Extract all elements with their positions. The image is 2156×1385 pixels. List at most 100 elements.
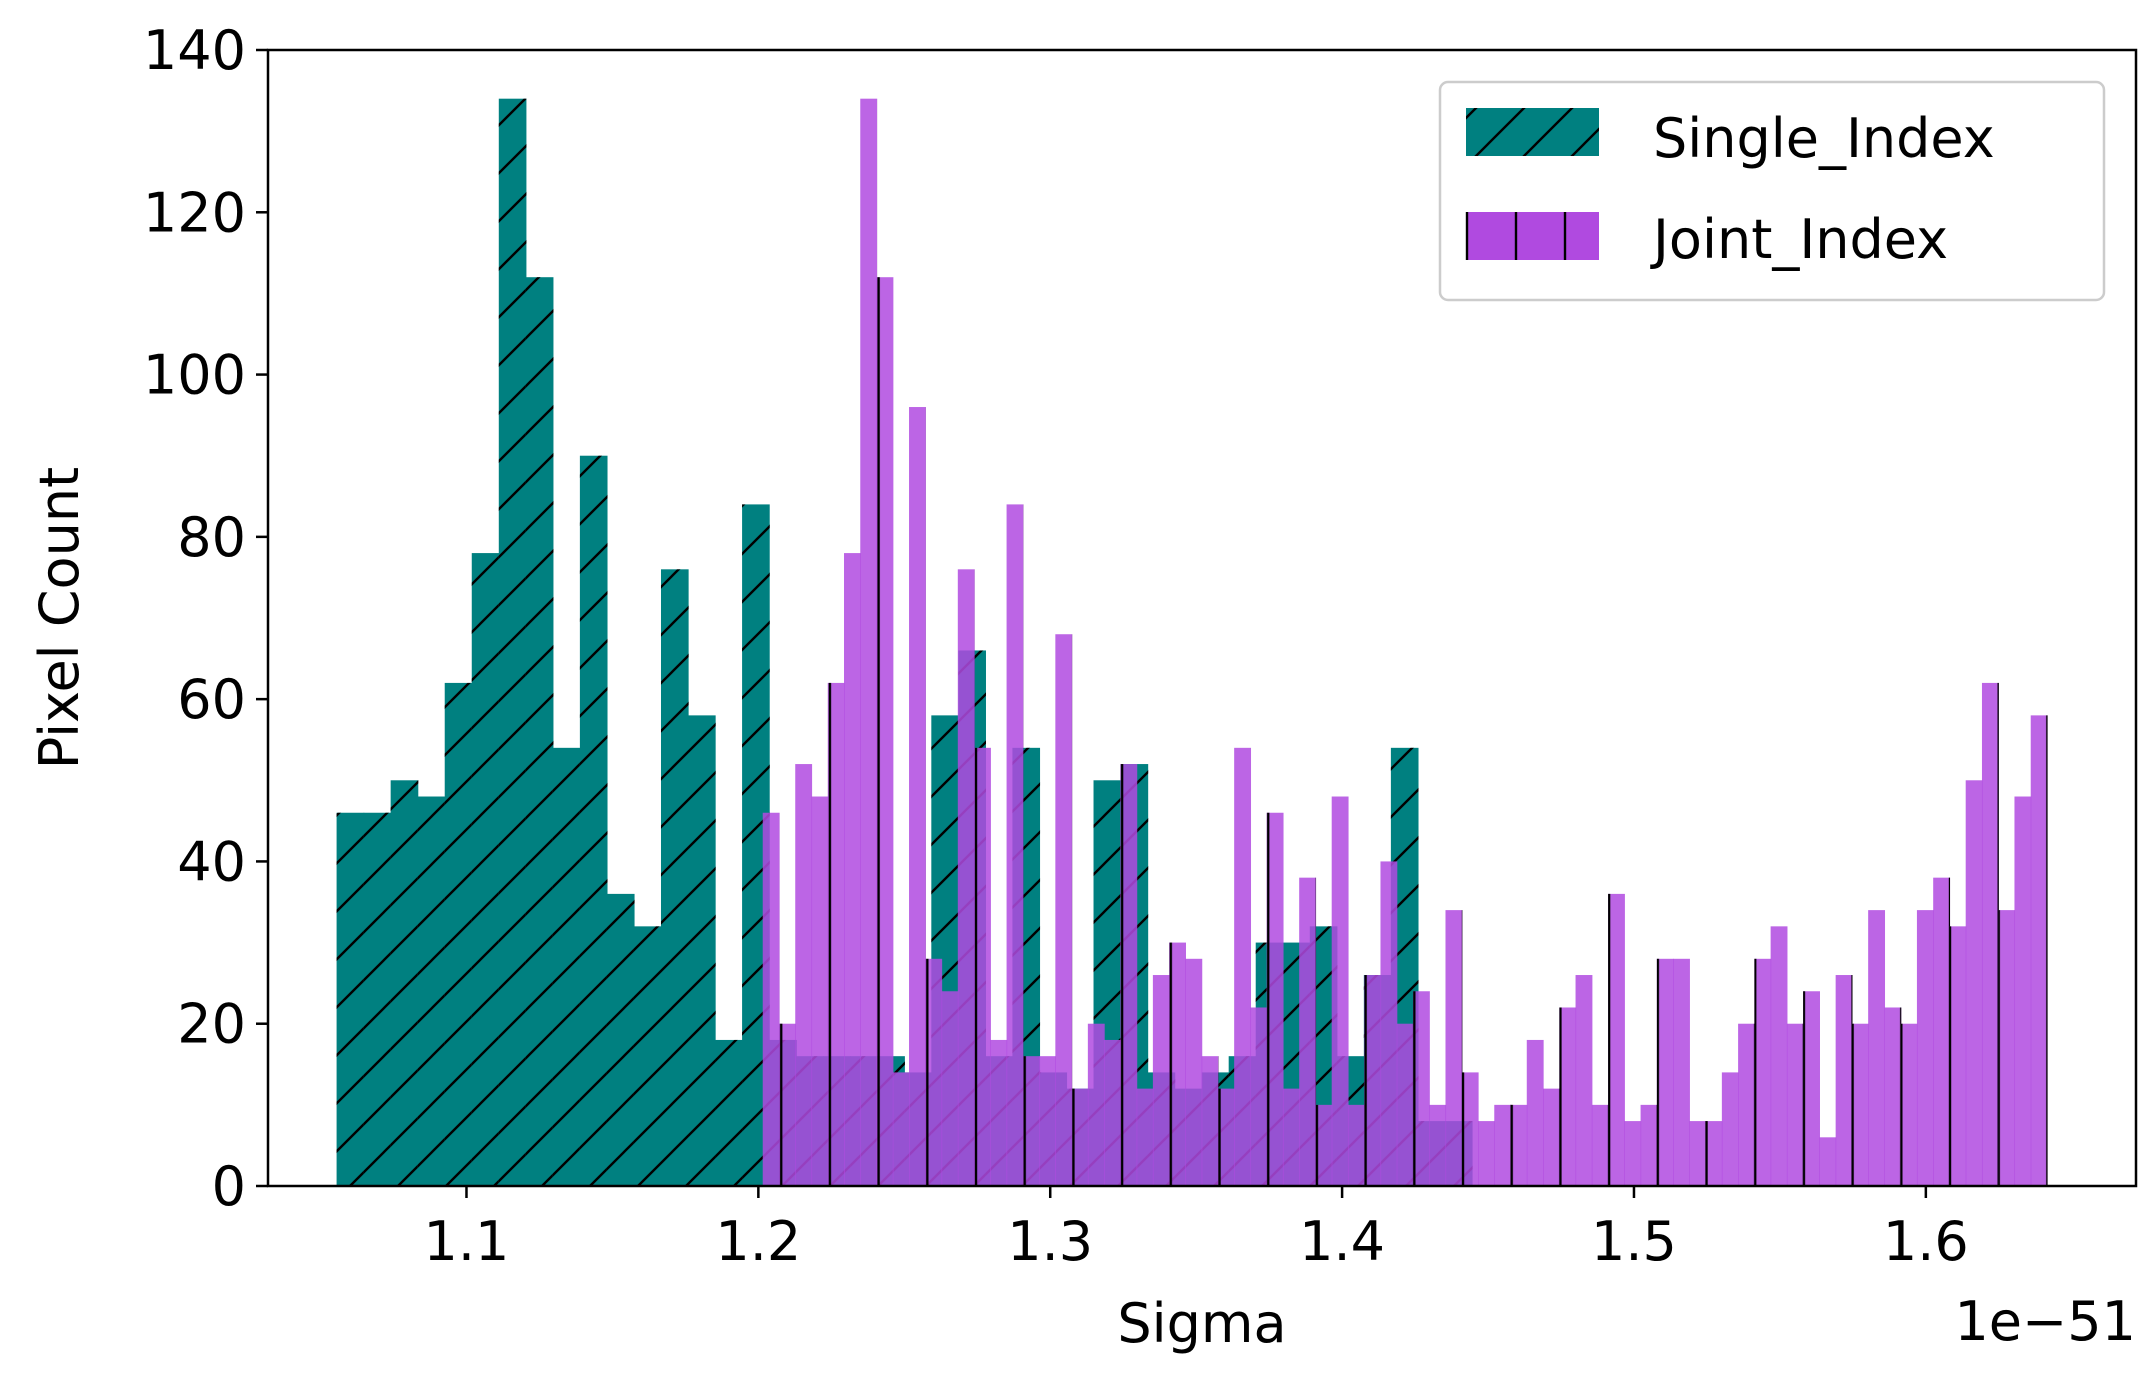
- histogram-bar-hatch: [1754, 958, 1772, 1186]
- histogram-bar-hatch: [1949, 926, 1967, 1186]
- histogram-bar-hatch: [1689, 1121, 1707, 1186]
- histogram-bar-hatch: [1981, 682, 1999, 1186]
- x-tick-label: 1.6: [1883, 1210, 1969, 1273]
- legend-swatch-joint-index-hatch: [1465, 212, 1567, 260]
- histogram-bar-hatch: [2014, 796, 2032, 1186]
- histogram-bar-hatch: [363, 812, 392, 1186]
- x-tick-label: 1.3: [1007, 1210, 1093, 1273]
- histogram-bar-hatch: [336, 812, 365, 1186]
- x-axis-label: Sigma: [1117, 1292, 1286, 1355]
- y-tick-label: 120: [143, 181, 246, 244]
- histogram-bar-hatch: [1331, 796, 1349, 1186]
- histogram-bar-hatch: [606, 893, 635, 1186]
- histogram-bar-hatch: [1559, 1007, 1577, 1186]
- histogram-bar-hatch: [1234, 747, 1252, 1186]
- histogram-bar-hatch: [1705, 1121, 1723, 1186]
- histogram-bar-hatch: [844, 553, 861, 1186]
- histogram-bar-hatch: [1721, 1072, 1739, 1186]
- histogram-bar-hatch: [1136, 1088, 1154, 1186]
- histogram-bar-hatch: [1803, 991, 1820, 1186]
- histogram-bar-hatch: [925, 958, 943, 1186]
- legend-label-single-index: Single_Index: [1653, 107, 1995, 170]
- histogram-bar-hatch: [1461, 1072, 1479, 1186]
- histogram-bar-hatch: [941, 991, 959, 1186]
- histogram-bar-hatch: [1933, 877, 1951, 1186]
- histogram-bar-hatch: [1575, 975, 1593, 1186]
- legend: Single_Index Joint_Index: [1438, 80, 2106, 302]
- histogram-bar-hatch: [957, 569, 975, 1186]
- y-tick-label: 60: [177, 668, 246, 731]
- x-tick-label: 1.4: [1299, 1210, 1385, 1273]
- histogram-bar-hatch: [778, 1023, 796, 1186]
- histogram-bar-hatch: [1640, 1104, 1658, 1186]
- histogram-bar-hatch: [1201, 1056, 1219, 1186]
- histogram-bar-hatch: [1965, 780, 1983, 1186]
- histogram-bar-hatch: [974, 747, 991, 1186]
- histogram-bar-hatch: [1152, 975, 1170, 1186]
- x-tick-label: 1.2: [715, 1210, 801, 1273]
- y-axis-label: Pixel Count: [28, 467, 91, 769]
- histogram-bar-hatch: [1835, 975, 1853, 1186]
- y-tick-label: 80: [177, 506, 246, 569]
- histogram-bar-hatch: [1022, 1056, 1040, 1186]
- histogram-bar-hatch: [444, 682, 473, 1186]
- y-tick-label: 40: [177, 830, 246, 893]
- histogram-bar-hatch: [1591, 1104, 1609, 1186]
- legend-label-joint-index: Joint_Index: [1650, 208, 1948, 271]
- histogram-bar-hatch: [1916, 910, 1934, 1186]
- histogram-bar-hatch: [1282, 1088, 1300, 1186]
- histogram-bar-hatch: [1185, 958, 1203, 1186]
- histogram-bar-hatch: [795, 764, 813, 1186]
- y-tick-label: 0: [212, 1155, 246, 1218]
- histogram-bar-hatch: [1624, 1121, 1642, 1186]
- histogram-bar-hatch: [633, 926, 662, 1186]
- histogram-bar-hatch: [688, 715, 716, 1186]
- histogram-bar-hatch: [1608, 893, 1625, 1186]
- histogram-bar-hatch: [1120, 764, 1138, 1186]
- histogram-bar-hatch: [660, 569, 689, 1186]
- y-axis: 0 20 40 60 80 100 120 140: [143, 19, 268, 1218]
- histogram-bar-hatch: [1217, 1088, 1235, 1186]
- legend-swatch-single-index-hatch: [1466, 108, 1599, 156]
- histogram-bar-hatch: [1673, 958, 1690, 1186]
- x-axis: 1.1 1.2 1.3 1.4 1.5 1.6: [424, 1186, 1969, 1273]
- x-tick-label: 1.1: [424, 1210, 510, 1273]
- y-tick-label: 20: [177, 993, 246, 1056]
- histogram-bar-hatch: [1039, 1056, 1056, 1186]
- histogram-bar-hatch: [860, 98, 878, 1187]
- histogram-bar-hatch: [762, 812, 780, 1186]
- histogram-bar-hatch: [1478, 1121, 1495, 1186]
- histogram-bar-hatch: [1445, 910, 1463, 1186]
- legend-swatch-joint-index: [1466, 212, 1599, 260]
- plot-frame: [266, 48, 2138, 1188]
- histogram-bar-hatch: [498, 98, 527, 1187]
- histogram-bar-hatch: [1819, 1137, 1837, 1186]
- histogram-bar-hatch: [1364, 975, 1382, 1186]
- histogram-bar-hatch: [1169, 942, 1186, 1186]
- y-tick-label: 140: [143, 19, 246, 82]
- histogram-bar-hatch: [1429, 1104, 1447, 1186]
- histogram-bar-hatch: [892, 1072, 910, 1186]
- histogram-bar-hatch: [1526, 1039, 1544, 1186]
- series-joint-index: [762, 98, 2048, 1187]
- histogram-bar-hatch: [1104, 1039, 1121, 1186]
- histogram-bar-hatch: [1510, 1104, 1528, 1186]
- histogram-bar-hatch: [1884, 1007, 1902, 1186]
- histogram-bar-hatch: [1543, 1088, 1560, 1186]
- histogram-bar-hatch: [876, 277, 894, 1186]
- histogram-bar-hatch: [715, 1039, 743, 1186]
- histogram-bar-hatch: [1738, 1023, 1755, 1186]
- histogram-bar-hatch: [1266, 812, 1284, 1186]
- histogram-bar-hatch: [1380, 861, 1398, 1186]
- legend-box: [1438, 80, 2106, 302]
- histogram-bar-hatch: [1786, 1023, 1804, 1186]
- histogram-bar-hatch: [1770, 926, 1788, 1186]
- histogram-bar-hatch: [1900, 1023, 1918, 1186]
- histogram-bar-hatch: [1851, 1023, 1869, 1186]
- histogram-bar-hatch: [1299, 877, 1317, 1186]
- histogram-bar-hatch: [1055, 634, 1073, 1186]
- histogram-bar-hatch: [1412, 991, 1430, 1186]
- histogram-bar-hatch: [471, 553, 500, 1186]
- histogram-bar-hatch: [1071, 1088, 1089, 1186]
- histogram-bar-hatch: [1656, 958, 1674, 1186]
